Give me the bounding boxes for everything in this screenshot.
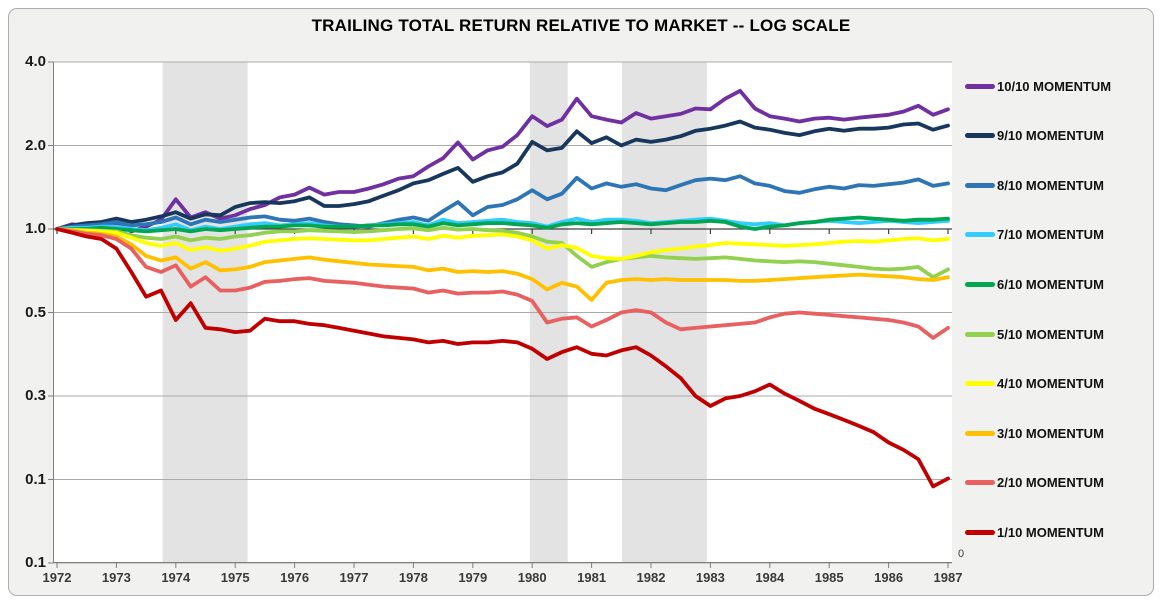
- x-tick-label: 1973: [101, 570, 131, 585]
- legend-label: 10/10 MOMENTUM: [997, 78, 1112, 94]
- x-tick-label: 1979: [458, 570, 488, 585]
- legend-swatch: [965, 430, 995, 436]
- series-line-3-10-momentum: [55, 227, 950, 302]
- y-tick-label: 0.1: [25, 470, 46, 488]
- legend-item-1-10-momentum: 1/10 MOMENTUM: [965, 524, 1104, 540]
- y-tick-label: 2.0: [25, 136, 46, 154]
- x-tick-label: 1975: [220, 570, 250, 585]
- legend-item-3-10-momentum: 3/10 MOMENTUM: [965, 425, 1104, 441]
- series-line-8-10-momentum: [55, 174, 950, 231]
- legend-item-5-10-momentum: 5/10 MOMENTUM: [965, 326, 1104, 342]
- legend-swatch: [965, 182, 995, 188]
- x-tick-label: 1986: [874, 570, 904, 585]
- x-tick-label: 1982: [636, 570, 666, 585]
- x-tick-label: 1980: [517, 570, 547, 585]
- legend-swatch: [965, 83, 995, 89]
- x-tick-label: 1976: [280, 570, 310, 585]
- series-line-4-10-momentum: [55, 227, 950, 261]
- legend-item-4-10-momentum: 4/10 MOMENTUM: [965, 376, 1104, 392]
- y-tick-label: 0.3: [25, 387, 46, 404]
- x-tick-label: 1985: [814, 570, 844, 585]
- x-tick-label: 1972: [42, 570, 72, 585]
- legend-item-9-10-momentum: 9/10 MOMENTUM: [965, 128, 1104, 144]
- legend-label: 7/10 MOMENTUM: [997, 227, 1104, 243]
- legend-swatch: [965, 232, 995, 238]
- legend-label: 9/10 MOMENTUM: [997, 128, 1104, 144]
- legend-label: 2/10 MOMENTUM: [997, 475, 1104, 491]
- legend-item-10-10-momentum: 10/10 MOMENTUM: [965, 78, 1111, 94]
- legend-item-6-10-momentum: 6/10 MOMENTUM: [965, 276, 1104, 292]
- series-line-10-10-momentum: [55, 88, 950, 234]
- y-tick-label: 0.5: [25, 303, 46, 321]
- legend-swatch: [965, 281, 995, 287]
- x-tick-label: 1981: [577, 570, 607, 585]
- x-tick-label: 1987: [933, 570, 963, 585]
- legend-label: 5/10 MOMENTUM: [997, 326, 1104, 342]
- y-tick-label: 4.0: [25, 53, 46, 70]
- legend-swatch: [965, 331, 995, 337]
- series-line-5-10-momentum: [55, 225, 950, 280]
- legend-swatch: [965, 381, 995, 387]
- legend-swatch: [965, 480, 995, 486]
- legend-label: 1/10 MOMENTUM: [997, 524, 1104, 540]
- x-tick-label: 1983: [695, 570, 725, 585]
- legend-swatch: [965, 529, 995, 535]
- series-line-6-10-momentum: [55, 215, 950, 234]
- legend: 10/10 MOMENTUM 9/10 MOMENTUM 8/10 MOMENTUM…: [965, 70, 1155, 550]
- legend-label: 4/10 MOMENTUM: [997, 376, 1104, 392]
- x-tick-label: 1984: [755, 570, 785, 585]
- y-tick-label: 1.0: [25, 220, 46, 237]
- legend-item-8-10-momentum: 8/10 MOMENTUM: [965, 177, 1104, 193]
- right-axis-zero-label: 0: [958, 548, 965, 560]
- series-line-2-10-momentum: [55, 227, 950, 340]
- series-line-1-10-momentum: [55, 227, 950, 489]
- x-tick-label: 1977: [339, 570, 369, 585]
- legend-label: 8/10 MOMENTUM: [997, 177, 1104, 193]
- y-tick-label: 0.1: [25, 554, 46, 571]
- x-tick-label: 1978: [398, 570, 428, 585]
- x-tick-label: 1974: [161, 570, 191, 585]
- plot-area: [48, 61, 952, 568]
- legend-label: 3/10 MOMENTUM: [997, 425, 1104, 441]
- series-line-9-10-momentum: [55, 119, 950, 231]
- legend-label: 6/10 MOMENTUM: [997, 276, 1104, 292]
- chart-title: TRAILING TOTAL RETURN RELATIVE TO MARKET…: [311, 16, 851, 35]
- legend-item-7-10-momentum: 7/10 MOMENTUM: [965, 227, 1104, 243]
- legend-item-2-10-momentum: 2/10 MOMENTUM: [965, 475, 1104, 491]
- legend-swatch: [965, 133, 995, 139]
